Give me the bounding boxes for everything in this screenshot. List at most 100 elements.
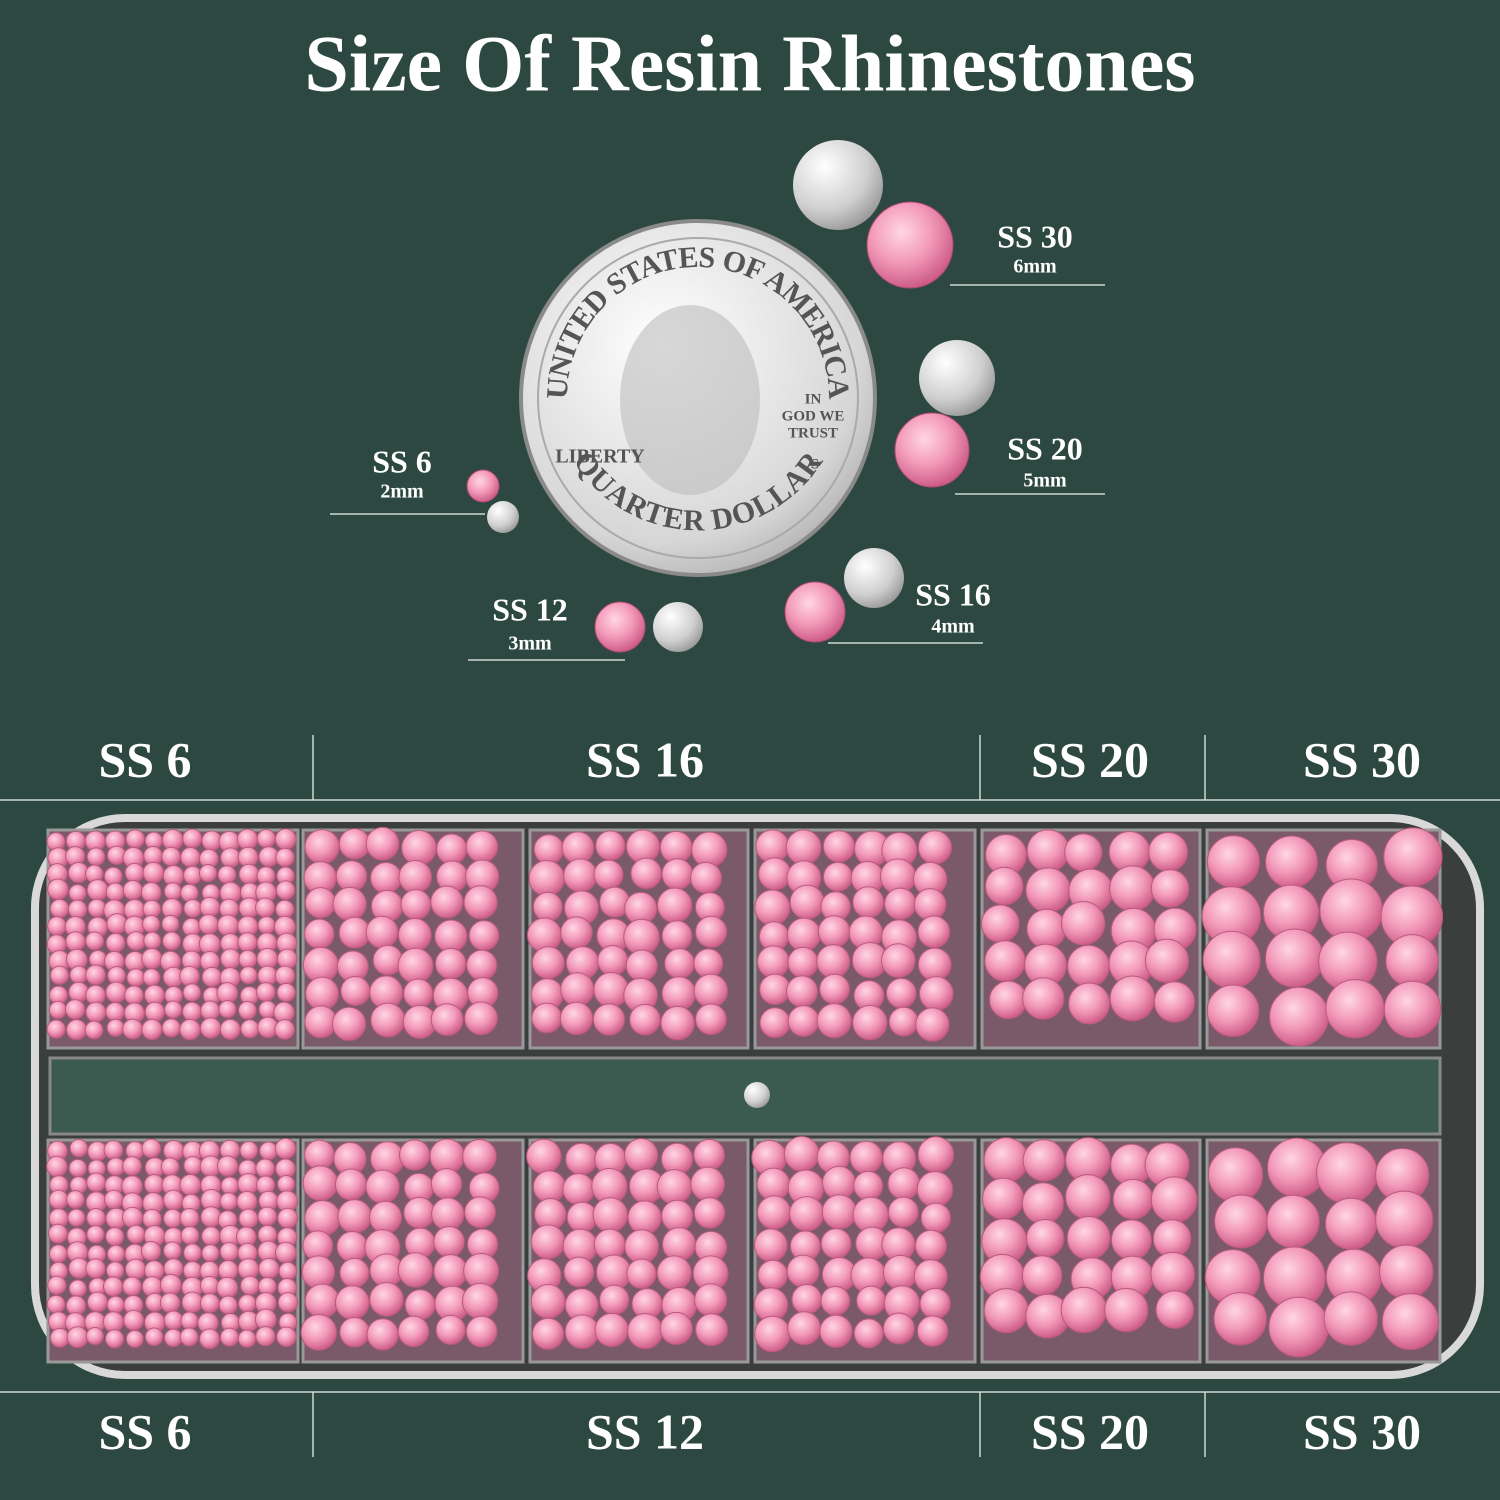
tray-stone [160,1157,180,1177]
tray-stone [300,1314,338,1351]
tray-stone [275,847,295,868]
tray-stone [220,847,241,868]
tray-stone [988,980,1028,1020]
tray-stone [126,931,146,951]
tray-stone [821,1194,858,1230]
tray-stone [914,1229,947,1262]
tray-stone [180,1226,200,1245]
tray-stone [182,1001,202,1022]
tray-stone [46,1294,66,1314]
tray-stone [465,830,499,863]
tray-stone [593,972,629,1008]
tray-stone [1266,1194,1320,1249]
tray-stone [162,931,182,951]
tray-stone [820,1228,852,1260]
tray-stone [982,1177,1025,1220]
tray-stone [468,920,500,951]
tray-stone [1269,986,1329,1047]
tray-stone [86,1225,105,1244]
tray-stone [334,1285,370,1321]
tray-stone [401,830,437,866]
tray-stone [179,1174,202,1196]
tray-stone [756,1195,792,1230]
tray-stone [163,882,182,901]
tray-stone [984,866,1024,906]
tray-stone [337,1199,372,1234]
tray-stone [85,964,106,986]
coin-motto: TRUST [788,425,838,441]
tray-stone [397,918,432,952]
tray-stone [852,886,885,919]
tray-stone [238,1000,257,1020]
tray-stone [275,880,296,901]
tray-stone [532,891,563,922]
size-mm: 6mm [1013,256,1057,278]
tray-stone [430,1003,464,1037]
tray-stone [278,1261,298,1281]
tray-stone [785,829,822,866]
tray-top-label: SS 16 [586,731,704,787]
tray-stone [917,915,951,949]
tray-stone [47,916,67,936]
tray-stone [1109,865,1156,912]
tray-stone [163,1310,184,1331]
tray-stone [592,1197,629,1233]
tray-stone [528,860,566,897]
tray-stone [563,1256,595,1288]
tray-stone [276,982,296,1003]
tray-stone [84,1020,104,1040]
tray-stone [461,1282,499,1320]
pink-stone [594,601,646,653]
tray-stone [66,1190,85,1209]
tray-stone [597,945,629,977]
tray-stone [822,830,856,863]
tray-stone [397,1315,430,1348]
tray-stone [304,918,335,950]
tray-stone [920,1202,952,1234]
tray-stone [161,1018,181,1038]
tray-stone [179,1327,199,1347]
tray-stone [277,1292,299,1313]
tray-stone [126,1224,146,1244]
tray-stone [1150,1176,1198,1224]
size-label: SS 16 [915,576,991,612]
tray-stone [238,863,260,885]
tray-bottom-label: SS 6 [98,1403,191,1459]
tray-stone [46,1019,66,1039]
tray-stone [983,1137,1029,1183]
tray-stone [183,898,203,918]
tray-stone [403,978,434,1009]
tray-stone [125,1329,144,1349]
tray-stone [791,1284,823,1315]
tray-stone [274,965,296,986]
tray-stone [304,1139,335,1171]
tray-stone [122,880,144,901]
tray-stone [1207,1147,1264,1203]
pink-stone [866,201,954,289]
tray-stone [49,898,70,919]
tray-stone [530,1284,566,1319]
tray-stone [625,949,658,982]
tray-stone [659,1311,693,1346]
tray-stone [1155,1290,1195,1329]
tray-stone [1060,1286,1108,1334]
tray-stone [397,1252,434,1288]
tray-stone [817,915,851,948]
tray-stone [180,883,199,903]
tray-stone [219,1242,239,1262]
tray-stone [1021,1182,1065,1225]
tray-stone [238,949,258,969]
tray-stone [163,1140,185,1162]
tray-stone [305,976,340,1011]
tray-stone [141,1138,162,1159]
tray-stone [856,1285,887,1316]
tray-stone [125,829,146,849]
tray-stone [786,917,822,952]
tray-stone [183,1156,203,1175]
tray-stone [759,1007,791,1039]
pink-stone [784,581,846,643]
tray-stone [594,1312,629,1348]
tray-stone [1213,1292,1267,1346]
tray-stone [200,1206,222,1228]
tray-stone [565,1142,598,1176]
